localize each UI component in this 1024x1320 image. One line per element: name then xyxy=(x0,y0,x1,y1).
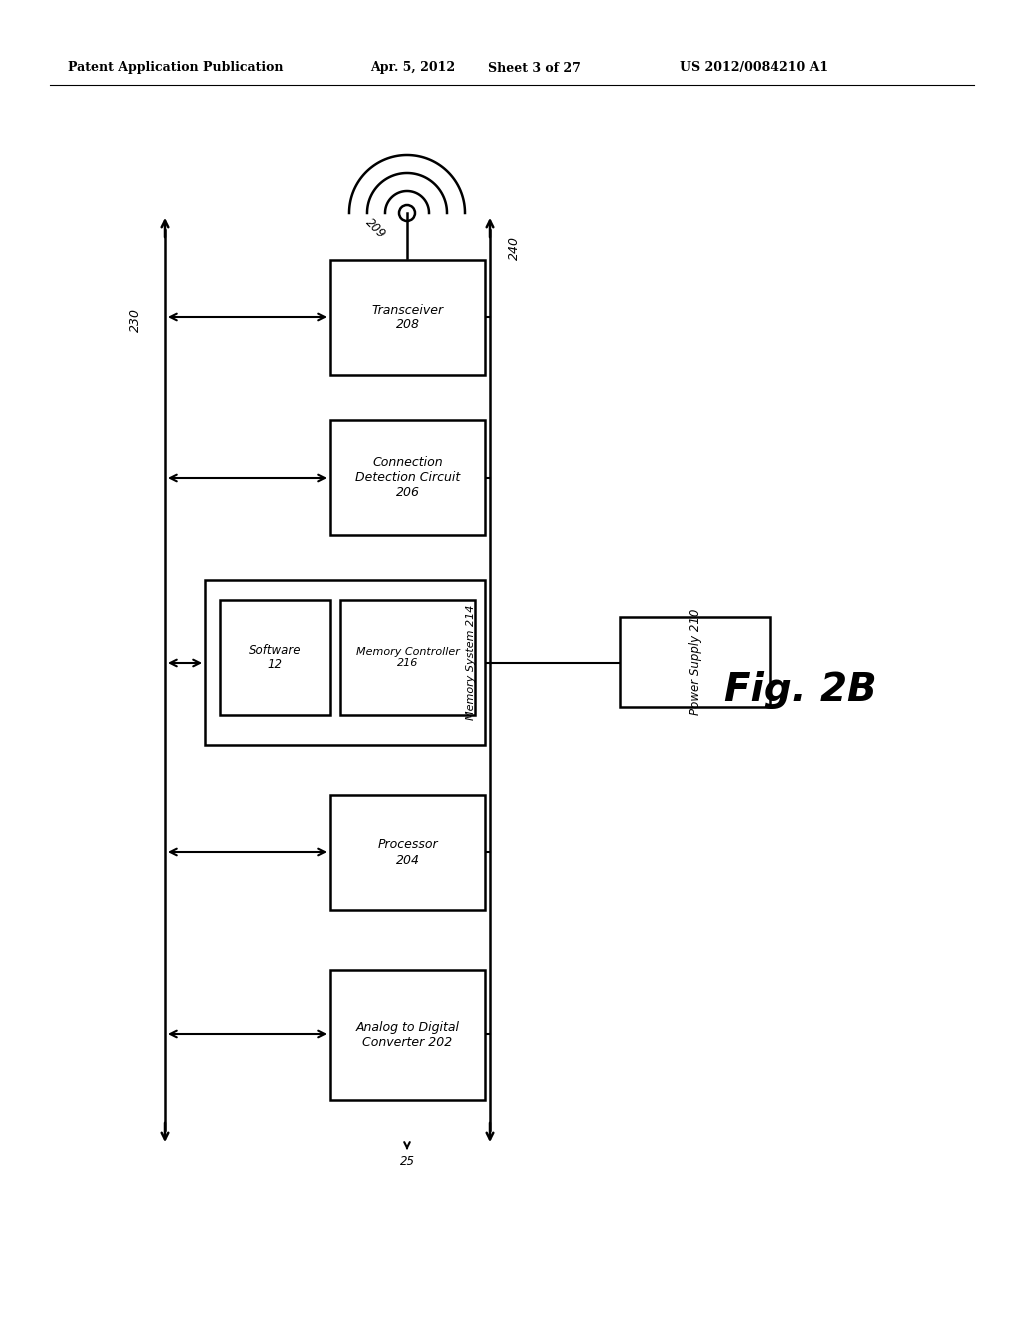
Bar xyxy=(330,260,485,375)
Text: Memory System 214: Memory System 214 xyxy=(466,605,476,721)
Bar xyxy=(205,579,485,744)
Text: Analog to Digital
Converter 202: Analog to Digital Converter 202 xyxy=(355,1020,460,1049)
Text: Apr. 5, 2012: Apr. 5, 2012 xyxy=(370,62,455,74)
Text: 230: 230 xyxy=(129,308,142,333)
Text: Connection
Detection Circuit
206: Connection Detection Circuit 206 xyxy=(355,455,460,499)
Text: 209: 209 xyxy=(362,215,387,240)
Text: 25: 25 xyxy=(399,1155,415,1168)
Bar xyxy=(340,601,475,715)
Bar xyxy=(330,420,485,535)
Bar xyxy=(330,970,485,1100)
Text: Patent Application Publication: Patent Application Publication xyxy=(68,62,284,74)
Text: 240: 240 xyxy=(508,236,521,260)
Text: Power Supply 210: Power Supply 210 xyxy=(688,609,701,715)
Text: Processor
204: Processor 204 xyxy=(377,838,438,866)
Text: Memory Controller
216: Memory Controller 216 xyxy=(355,647,460,668)
Bar xyxy=(220,601,330,715)
Text: Software
12: Software 12 xyxy=(249,644,301,672)
Text: US 2012/0084210 A1: US 2012/0084210 A1 xyxy=(680,62,828,74)
Bar xyxy=(330,795,485,909)
Text: Transceiver
208: Transceiver 208 xyxy=(372,304,443,331)
Bar xyxy=(620,616,770,708)
Text: Sheet 3 of 27: Sheet 3 of 27 xyxy=(488,62,581,74)
Text: Fig. 2B: Fig. 2B xyxy=(724,671,877,709)
